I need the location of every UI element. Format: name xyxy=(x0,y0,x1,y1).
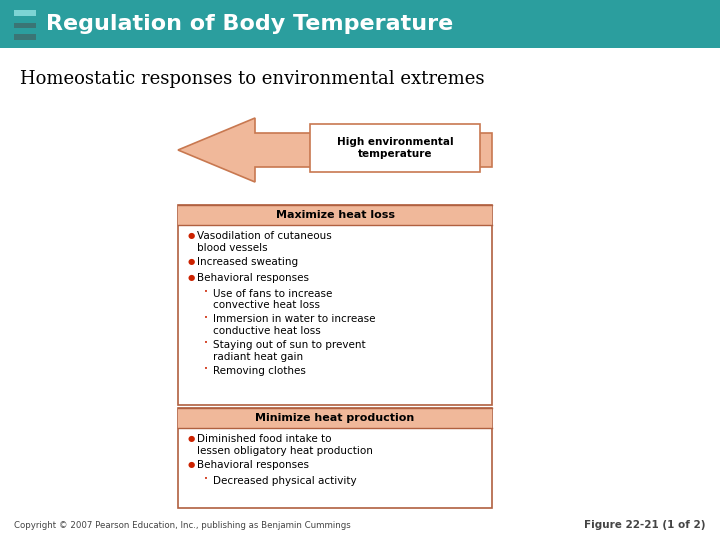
Text: ●: ● xyxy=(188,273,195,282)
Text: Diminished food intake to
lessen obligatory heat production: Diminished food intake to lessen obligat… xyxy=(197,434,373,456)
Bar xyxy=(178,205,492,405)
Text: •: • xyxy=(204,476,208,482)
Text: Homeostatic responses to environmental extremes: Homeostatic responses to environmental e… xyxy=(20,70,485,88)
Text: Figure 22-21 (1 of 2): Figure 22-21 (1 of 2) xyxy=(585,520,706,530)
Text: Minimize heat production: Minimize heat production xyxy=(256,413,415,423)
Bar xyxy=(178,205,492,225)
Bar xyxy=(14,23,36,28)
Text: Immersion in water to increase
conductive heat loss: Immersion in water to increase conductiv… xyxy=(213,314,376,336)
Bar xyxy=(310,124,480,172)
Text: ●: ● xyxy=(188,434,195,443)
Text: •: • xyxy=(204,366,208,372)
Text: Behavioral responses: Behavioral responses xyxy=(197,273,309,283)
Bar xyxy=(0,0,720,48)
Polygon shape xyxy=(178,118,492,182)
Bar xyxy=(178,408,492,508)
Text: Copyright © 2007 Pearson Education, Inc., publishing as Benjamin Cummings: Copyright © 2007 Pearson Education, Inc.… xyxy=(14,521,351,530)
Text: ●: ● xyxy=(188,460,195,469)
Bar xyxy=(178,408,492,428)
Bar xyxy=(14,34,36,40)
Text: Behavioral responses: Behavioral responses xyxy=(197,460,309,470)
Text: Maximize heat loss: Maximize heat loss xyxy=(276,210,395,220)
Text: Use of fans to increase
convective heat loss: Use of fans to increase convective heat … xyxy=(213,289,333,310)
Text: Decreased physical activity: Decreased physical activity xyxy=(213,476,356,486)
Text: Regulation of Body Temperature: Regulation of Body Temperature xyxy=(46,14,454,34)
Text: •: • xyxy=(204,340,208,346)
Text: •: • xyxy=(204,314,208,321)
Text: ●: ● xyxy=(188,256,195,266)
Text: Vasodilation of cutaneous
blood vessels: Vasodilation of cutaneous blood vessels xyxy=(197,231,332,253)
Text: Staying out of sun to prevent
radiant heat gain: Staying out of sun to prevent radiant he… xyxy=(213,340,366,362)
Text: Increased sweating: Increased sweating xyxy=(197,256,298,267)
Text: ●: ● xyxy=(188,231,195,240)
Text: Removing clothes: Removing clothes xyxy=(213,366,306,376)
Bar xyxy=(14,10,36,16)
Text: High environmental
temperature: High environmental temperature xyxy=(337,137,454,159)
Text: •: • xyxy=(204,289,208,295)
